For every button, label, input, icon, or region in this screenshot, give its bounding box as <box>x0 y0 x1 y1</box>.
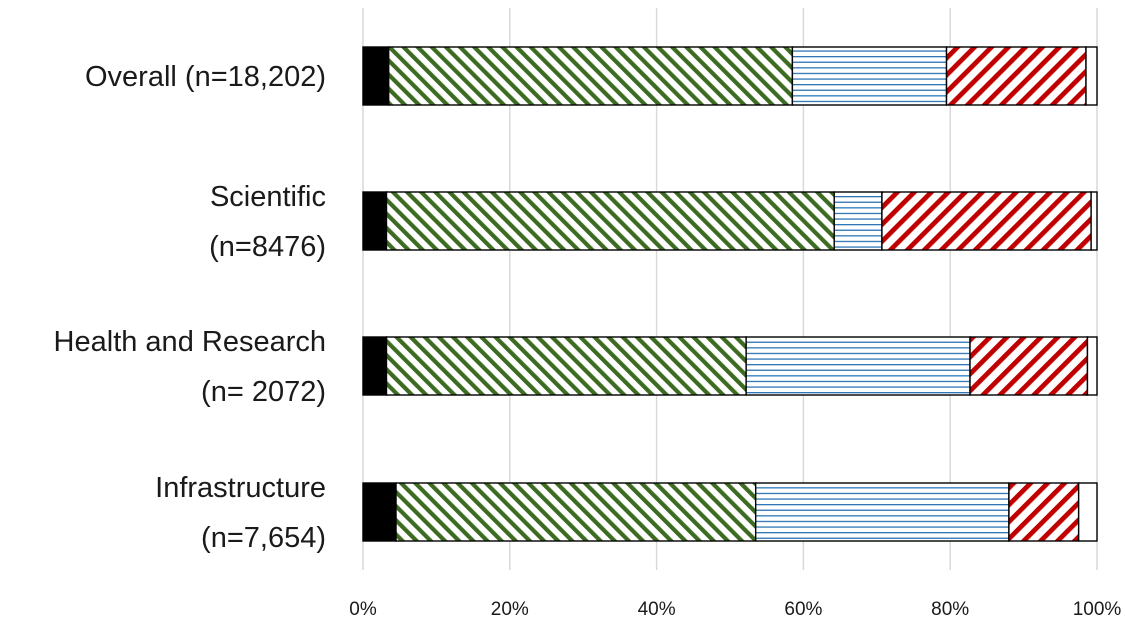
bar-segment-1-0 <box>362 191 388 251</box>
bar-segment-2-2 <box>745 336 971 396</box>
category-label-2-0: Health and Research <box>54 326 326 358</box>
x-tick-label-3: 60% <box>784 599 822 620</box>
bar-segment-2-1 <box>385 336 747 396</box>
category-labels: Overall (n=18,202) Scientific (n=8476) Heal… <box>54 61 326 554</box>
bar-segment-1-4 <box>1090 191 1098 251</box>
bar-row-3 <box>362 482 1098 542</box>
bar-segment-0-2 <box>791 46 948 106</box>
category-label-1-1: (n=8476) <box>209 231 326 263</box>
bar-segment-0-0 <box>362 46 390 106</box>
bar-segment-3-1 <box>395 482 757 542</box>
bar-segment-1-3 <box>881 191 1092 251</box>
bar-segment-2-3 <box>969 336 1089 396</box>
x-tick-label-1: 20% <box>491 599 529 620</box>
bar-segment-1-1 <box>385 191 835 251</box>
bar-segment-0-3 <box>945 46 1087 106</box>
category-label-0-0: Overall (n=18,202) <box>85 61 326 93</box>
bar-segment-1-2 <box>833 191 883 251</box>
bar-segment-2-0 <box>362 336 388 396</box>
x-tick-label-5: 100% <box>1073 599 1122 620</box>
category-label-1-0: Scientific <box>210 181 326 213</box>
bar-segment-3-2 <box>754 482 1010 542</box>
category-label-3-0: Infrastructure <box>155 472 326 504</box>
x-tick-label-0: 0% <box>349 599 377 620</box>
bars <box>362 46 1098 542</box>
category-label-2-1: (n= 2072) <box>201 376 326 408</box>
x-tick-label-2: 40% <box>638 599 676 620</box>
bar-row-2 <box>362 336 1098 396</box>
bar-segment-3-4 <box>1077 482 1098 542</box>
bar-row-1 <box>362 191 1098 251</box>
bar-row-0 <box>362 46 1098 106</box>
bar-segment-0-4 <box>1085 46 1098 106</box>
bar-segment-2-4 <box>1086 336 1098 396</box>
bar-segment-0-1 <box>387 46 794 106</box>
bar-segment-3-3 <box>1008 482 1080 542</box>
bar-segment-3-0 <box>362 482 397 542</box>
x-axis-tick-labels: 0% 20% 40% 60% 80% 100% <box>349 599 1121 620</box>
category-label-3-1: (n=7,654) <box>201 522 326 554</box>
x-tick-label-4: 80% <box>931 599 969 620</box>
